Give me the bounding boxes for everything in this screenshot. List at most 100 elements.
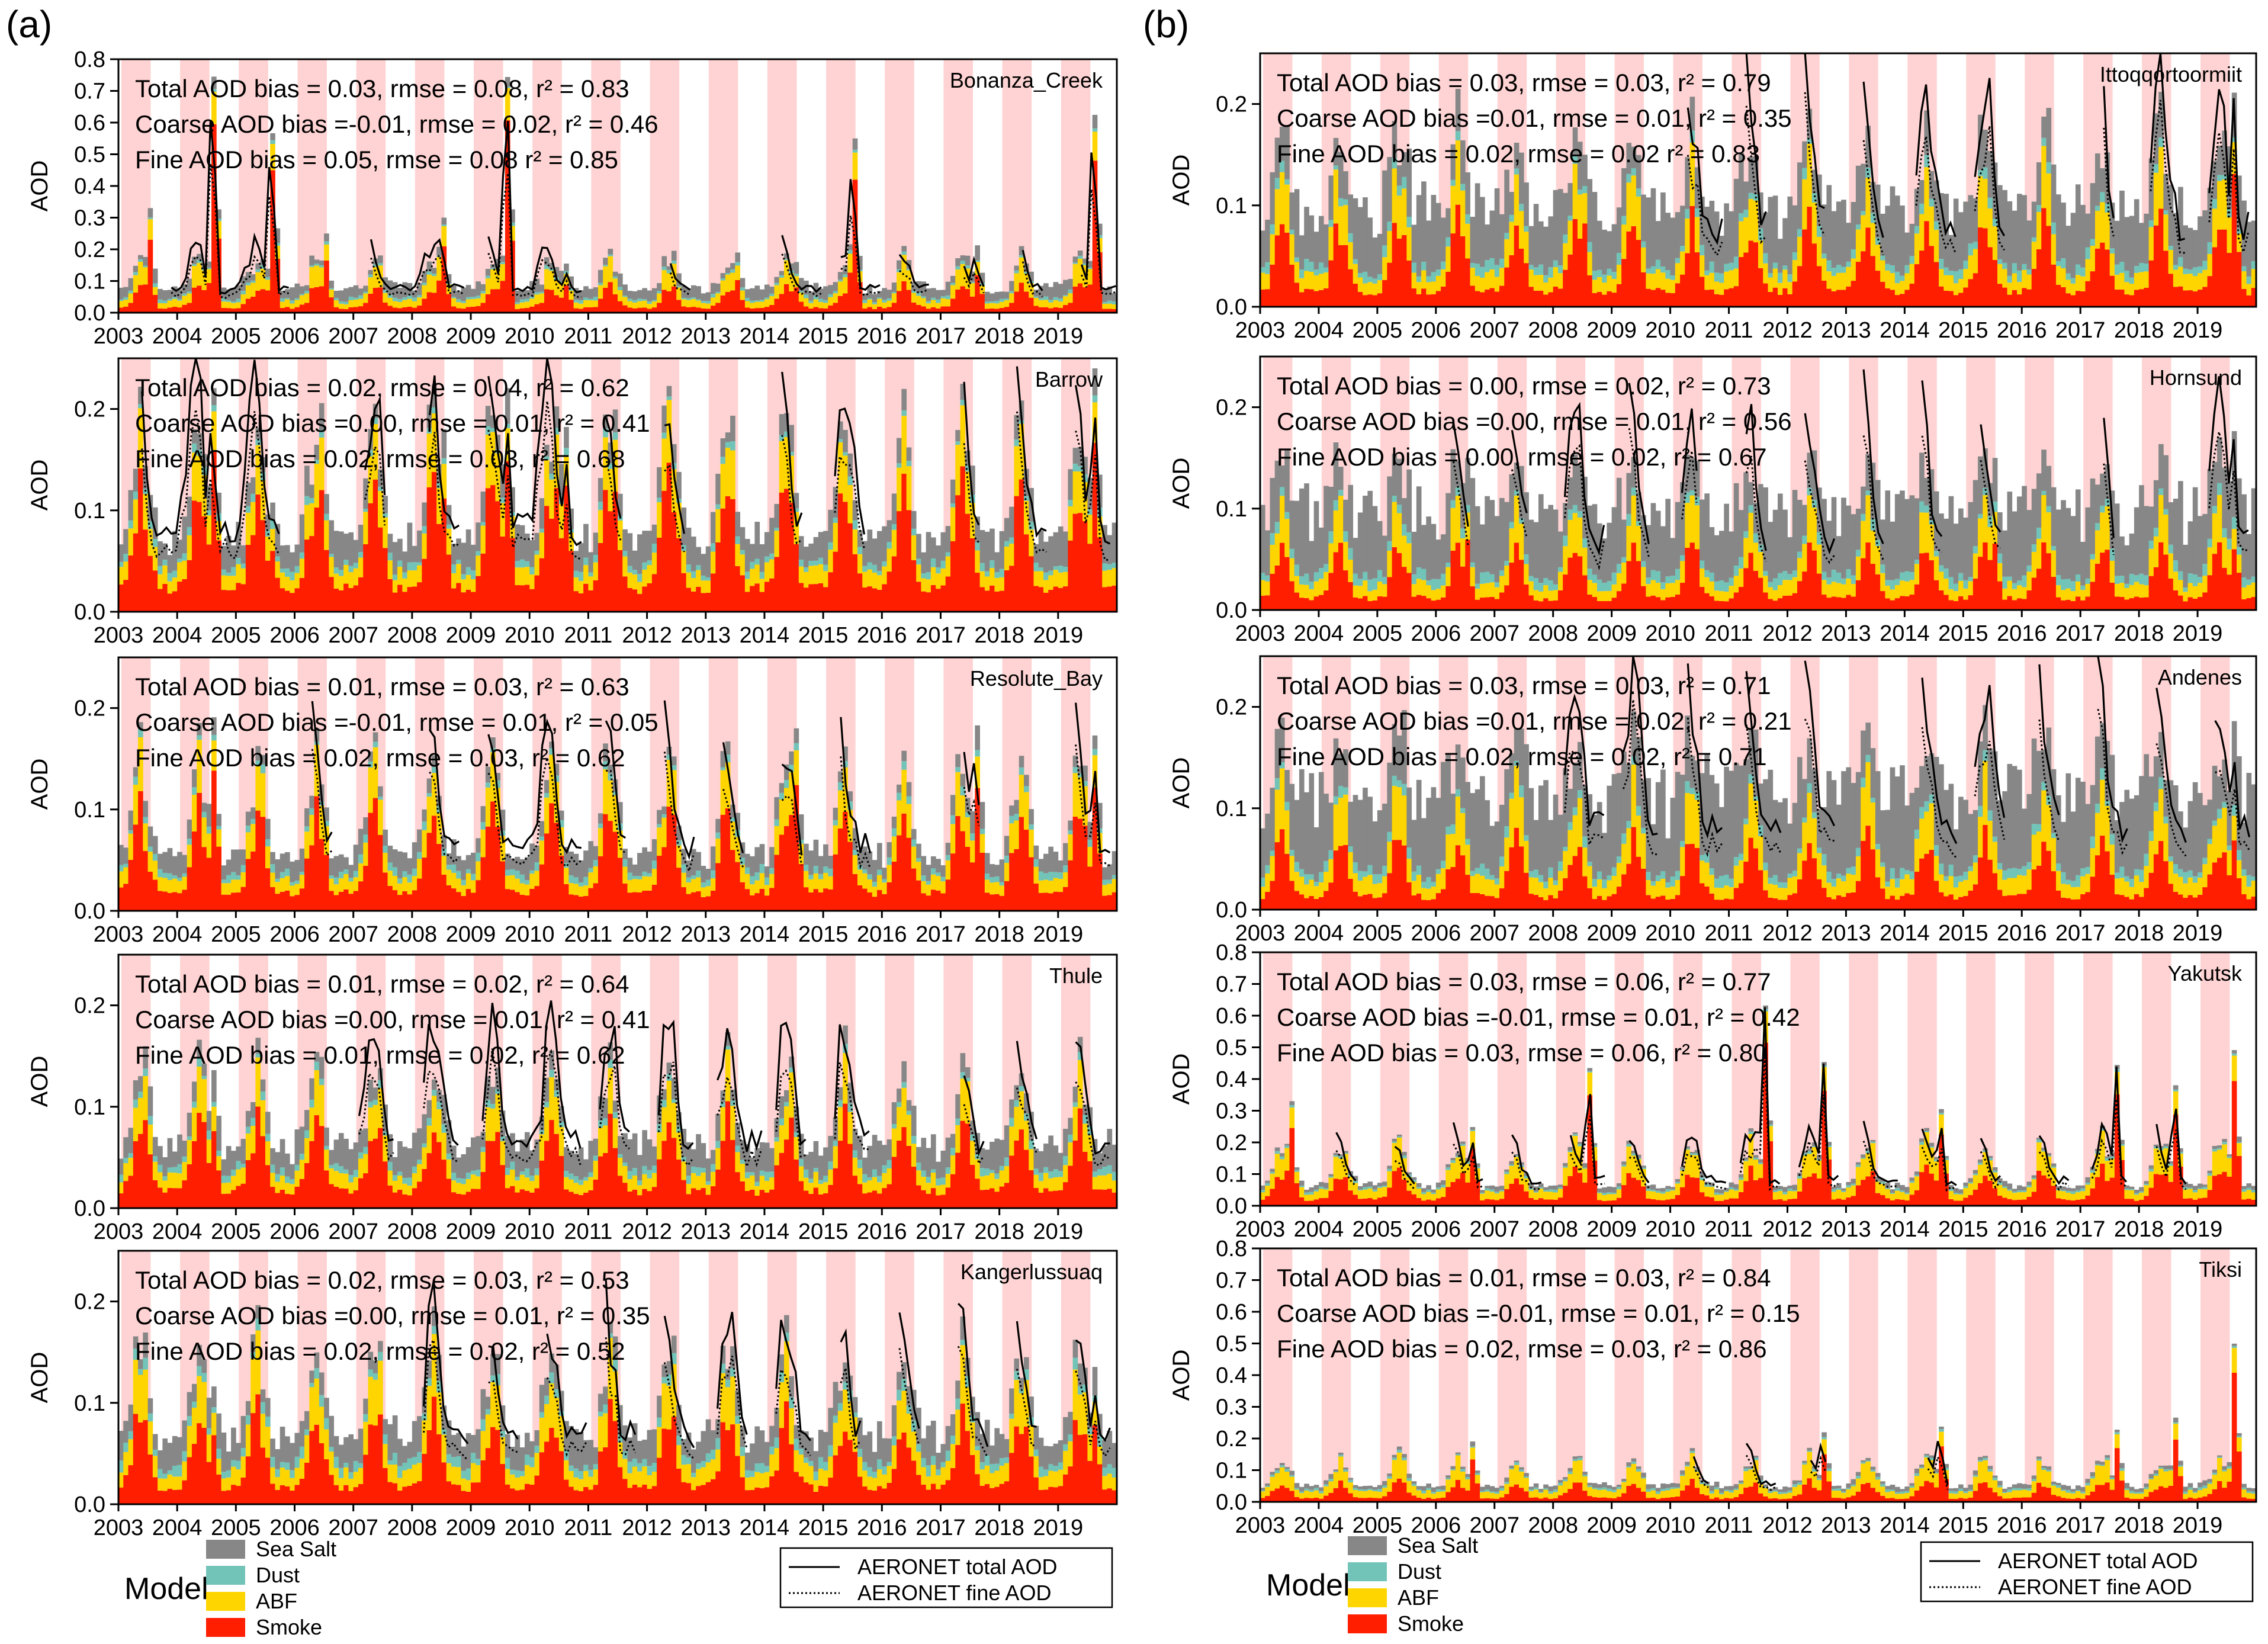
sea-salt-bar <box>651 839 657 861</box>
dust-bar <box>930 558 936 567</box>
abf-bar <box>500 1437 506 1465</box>
smoke-bar <box>1033 306 1039 313</box>
sea-salt-bar <box>426 778 432 794</box>
abf-bar <box>461 303 467 309</box>
sea-salt-bar <box>1058 860 1064 873</box>
abf-bar <box>891 293 897 303</box>
abf-bar <box>133 275 139 293</box>
dust-bar <box>476 1170 481 1177</box>
smoke-bar <box>676 1159 682 1208</box>
sea-salt-bar <box>970 1396 975 1416</box>
abf-bar <box>1072 264 1078 287</box>
smoke-bar <box>979 852 985 911</box>
sea-salt-bar <box>1014 265 1020 271</box>
abf-bar <box>882 566 887 585</box>
sea-salt-bar <box>441 834 447 849</box>
sea-salt-bar <box>1053 852 1059 872</box>
sea-salt-bar <box>705 292 711 301</box>
sea-salt-bar <box>740 278 746 288</box>
dust-bar <box>735 536 741 544</box>
dust-bar <box>299 1446 305 1459</box>
sea-salt-bar <box>304 808 310 827</box>
abf-bar <box>583 1470 589 1487</box>
abf-bar <box>280 1468 285 1485</box>
abf-bar <box>955 269 960 290</box>
smoke-bar <box>231 309 236 313</box>
abf-bar <box>1068 506 1074 541</box>
sea-salt-bar <box>940 290 946 297</box>
smoke-bar <box>618 1176 623 1208</box>
abf-bar <box>162 565 168 585</box>
abf-bar <box>1577 194 1583 239</box>
smoke-bar <box>554 1134 560 1208</box>
dust-bar <box>637 574 643 582</box>
smoke-bar <box>979 587 985 612</box>
abf-bar <box>862 1182 868 1194</box>
smoke-bar <box>681 1180 687 1208</box>
dust-bar <box>1553 260 1559 268</box>
abf-bar <box>441 1132 447 1160</box>
abf-bar <box>1636 196 1641 240</box>
dust-bar <box>314 1061 320 1071</box>
smoke-bar <box>221 307 227 313</box>
abf-bar <box>1107 303 1113 309</box>
sea-salt-bar <box>392 849 398 868</box>
smoke-bar <box>1072 286 1078 313</box>
dust-bar <box>618 287 623 290</box>
sea-salt-bar <box>837 1391 843 1404</box>
smoke-bar <box>794 1472 799 1504</box>
dust-bar <box>206 510 212 516</box>
sea-salt-bar <box>240 849 246 865</box>
dust-bar <box>1023 786 1029 792</box>
aeronet-fine-line <box>834 1062 869 1151</box>
abf-bar <box>353 1177 359 1190</box>
smoke-bar <box>456 1193 461 1208</box>
sea-salt-bar <box>368 269 374 275</box>
smoke-bar <box>465 307 471 313</box>
smoke-bar <box>118 307 124 313</box>
sea-salt-bar <box>534 278 540 293</box>
sea-salt-bar <box>1416 195 1422 277</box>
abf-bar <box>231 303 236 309</box>
sea-salt-bar <box>544 1077 550 1102</box>
smoke-bar <box>744 1190 750 1208</box>
dust-bar <box>392 297 398 301</box>
dust-bar <box>285 1176 290 1183</box>
smoke-bar <box>1807 207 1813 307</box>
dust-bar <box>984 571 990 577</box>
dust-bar <box>1665 270 1671 279</box>
abf-bar <box>1445 246 1451 272</box>
abf-bar <box>573 1477 579 1491</box>
smoke-bar <box>147 239 153 313</box>
dust-bar <box>1641 241 1646 248</box>
sea-salt-bar <box>549 1353 554 1373</box>
smoke-bar <box>632 1189 638 1208</box>
sea-salt-bar <box>338 531 344 570</box>
smoke-bar <box>597 856 603 911</box>
sea-salt-bar <box>1038 1437 1044 1467</box>
smoke-bar <box>965 513 971 612</box>
sea-salt-bar <box>441 217 447 224</box>
abf-bar <box>343 564 349 584</box>
smoke-bar <box>383 872 388 911</box>
dust-bar <box>476 551 481 556</box>
abf-bar <box>461 1478 467 1491</box>
smoke-bar <box>436 844 442 911</box>
sea-salt-bar <box>412 1421 417 1457</box>
smoke-bar <box>1043 1489 1049 1504</box>
smoke-bar <box>143 851 148 911</box>
dust-bar <box>1048 1171 1053 1179</box>
smoke-bar <box>573 895 579 911</box>
smoke-bar <box>774 557 780 612</box>
dust-bar <box>172 875 178 879</box>
abf-bar <box>338 576 344 590</box>
dust-bar <box>588 572 594 577</box>
dust-bar <box>764 1171 770 1181</box>
dust-bar <box>299 552 305 559</box>
dust-bar <box>1377 274 1383 281</box>
smoke-bar <box>348 1193 354 1208</box>
smoke-bar <box>1602 294 1607 307</box>
sea-salt-bar <box>984 1420 990 1456</box>
dust-bar <box>515 871 521 879</box>
smoke-bar <box>182 579 188 612</box>
